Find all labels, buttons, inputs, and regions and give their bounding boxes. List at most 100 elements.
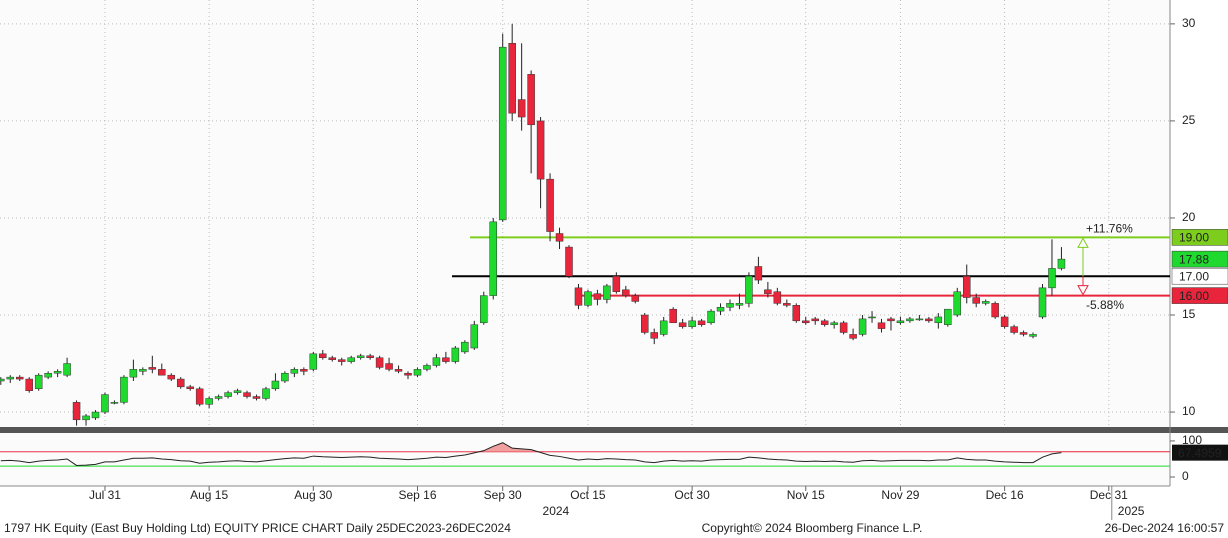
- candle-body: [101, 394, 109, 413]
- candle-body: [896, 320, 905, 324]
- panel-divider: [0, 427, 1228, 433]
- level-label-box: [1171, 229, 1228, 246]
- candle-body: [593, 293, 602, 300]
- candle-body: [555, 233, 564, 242]
- candle-body: [669, 308, 677, 324]
- candle-body: [91, 411, 100, 419]
- candle-body: [953, 291, 962, 316]
- candle-body: [290, 369, 299, 374]
- down-arrow-head: [1077, 285, 1089, 296]
- candle-body: [631, 295, 640, 302]
- annotation: +11.76%: [1086, 222, 1133, 236]
- candle-body: [319, 353, 327, 358]
- candle-body: [811, 318, 819, 322]
- candle-body: [773, 291, 782, 304]
- x-tick-label: Nov 15: [787, 488, 825, 502]
- candle-body: [915, 318, 924, 321]
- candle-body: [650, 332, 658, 339]
- candle-body: [688, 320, 696, 327]
- candle-body: [726, 303, 734, 308]
- y-tick-label: 30: [1182, 16, 1196, 30]
- candle-body: [754, 266, 763, 281]
- candle-body: [328, 357, 336, 360]
- candle-body: [461, 341, 469, 353]
- level-label: 17.00: [1179, 269, 1209, 283]
- candle-body: [498, 46, 507, 221]
- candle-body: [1038, 287, 1047, 318]
- candle-body: [716, 306, 725, 312]
- candle-body: [176, 378, 185, 388]
- footer-center: Copyright© 2024 Bloomberg Finance L.P.: [702, 521, 923, 535]
- y-tick-label: 20: [1182, 210, 1196, 224]
- candle-body: [1048, 268, 1056, 289]
- up-arrow-head: [1077, 237, 1089, 248]
- x-tick-label: Nov 29: [881, 488, 919, 502]
- candle-body: [877, 322, 886, 329]
- candle-body: [356, 355, 365, 358]
- candle-body: [82, 415, 90, 421]
- level-label-box: [1171, 267, 1228, 285]
- x-tick-label: Sep 16: [398, 488, 436, 502]
- y-tick-label: 10: [1182, 404, 1196, 418]
- candle-body: [517, 99, 526, 118]
- candle-body: [603, 285, 611, 300]
- candle-body: [508, 43, 516, 114]
- x-tick-label: Oct 15: [570, 488, 606, 502]
- candle-body: [6, 376, 15, 380]
- candle-body: [158, 369, 166, 376]
- candle-body: [205, 398, 213, 405]
- rsi-last-label: 67.4959: [1178, 446, 1222, 460]
- x-tick-label: Sep 30: [484, 488, 522, 502]
- candle-body: [34, 374, 43, 390]
- candle-body: [707, 310, 715, 324]
- footer-right: 26-Dec-2024 16:00:57: [1105, 521, 1225, 535]
- candle-body: [243, 392, 251, 397]
- candle-body: [139, 369, 147, 372]
- candle-body: [366, 355, 374, 358]
- candle-body: [839, 322, 848, 333]
- candle-body: [1010, 326, 1018, 333]
- candle-body: [337, 359, 346, 362]
- candle-body: [887, 318, 895, 322]
- candle-body: [120, 376, 128, 403]
- candle-body: [1057, 258, 1066, 269]
- candle-body: [745, 275, 753, 304]
- candle-body: [659, 320, 668, 335]
- candle-body: [792, 305, 801, 322]
- candle-body: [584, 291, 592, 306]
- candle-body: [480, 295, 488, 324]
- candle-body: [612, 275, 621, 292]
- x-tick-label: Oct 30: [674, 488, 710, 502]
- candle-body: [536, 120, 545, 180]
- candle-body: [44, 372, 52, 378]
- candle-body: [224, 392, 232, 397]
- rsi-line: [0, 442, 1062, 466]
- candle-body: [63, 363, 71, 376]
- candle-body: [991, 303, 999, 318]
- candle-body: [527, 74, 535, 126]
- candle-body: [25, 378, 33, 391]
- candle-body: [925, 318, 933, 322]
- x-tick-label: Dec 31: [1090, 488, 1128, 502]
- candle-body: [820, 320, 829, 325]
- candle-body: [678, 322, 687, 327]
- candle-body: [271, 380, 280, 390]
- year-label: 2025: [1118, 504, 1145, 518]
- candle-body: [868, 316, 876, 319]
- candle-body: [110, 402, 119, 404]
- candle-body: [309, 353, 318, 370]
- candle-body: [470, 324, 479, 349]
- candle-body: [404, 372, 412, 376]
- candle-body: [972, 297, 980, 304]
- candle-body: [934, 316, 943, 324]
- footer-left: 1797 HK Equity (East Buy Holding Ltd) EQ…: [4, 521, 511, 535]
- candle-body: [413, 369, 422, 376]
- x-tick-label: Jul 31: [89, 488, 121, 502]
- rsi-y-tick-label: 0: [1182, 469, 1189, 483]
- candle-body: [385, 363, 393, 370]
- last-price-label: 17.88: [1179, 252, 1209, 266]
- candle-body: [802, 320, 810, 324]
- candle-body: [849, 334, 857, 339]
- candle-body: [1029, 334, 1037, 337]
- last-price-label-box: [1171, 250, 1228, 268]
